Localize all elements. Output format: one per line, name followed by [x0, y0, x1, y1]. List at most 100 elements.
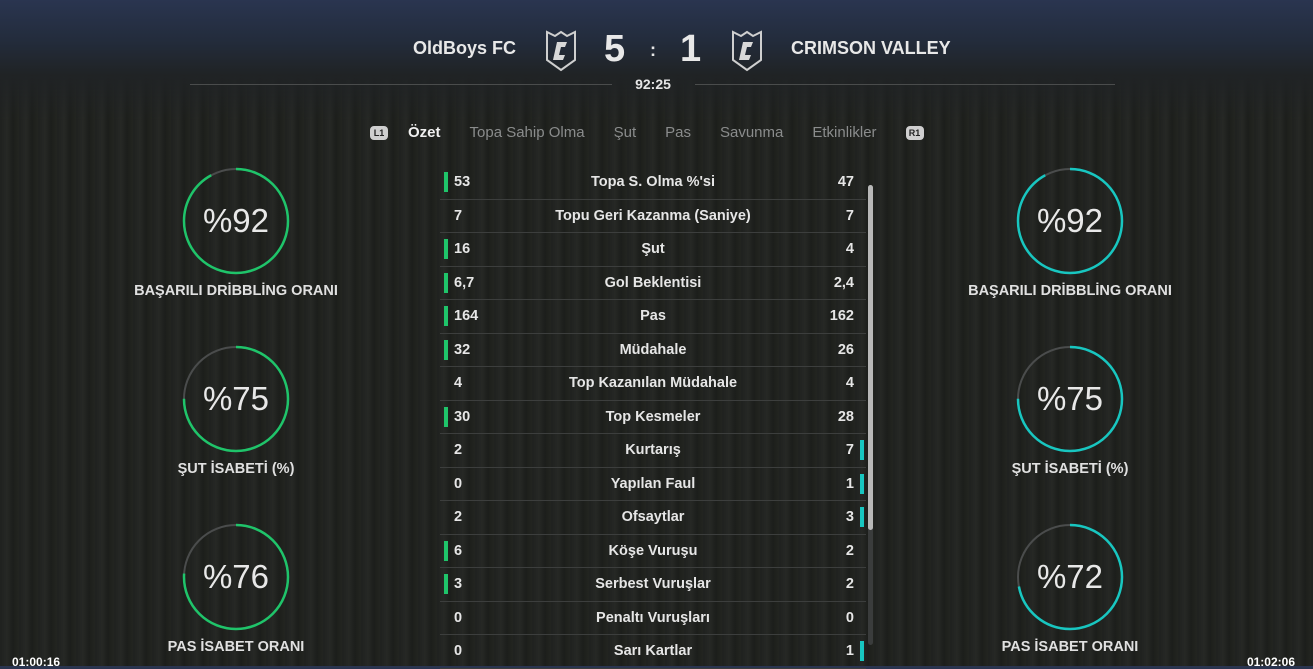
divider	[695, 84, 1115, 85]
home-value: 0	[454, 475, 463, 492]
stat-row: 32 Müdahale 26	[440, 334, 866, 367]
away-ring-fill	[1016, 523, 1124, 631]
away-ring-value: %92	[1036, 202, 1104, 239]
stat-row: 0 Yapılan Faul 1	[440, 468, 866, 501]
home-ring-value: %75	[202, 380, 270, 417]
tab-3[interactable]: Pas	[665, 124, 691, 141]
stat-label: Top Kesmeler	[605, 408, 701, 425]
away-ring-value: %75	[1036, 380, 1104, 417]
away-ring-label: BAŞARILI DRİBBLİNG ORANI	[968, 283, 1172, 299]
r1-button[interactable]: R1	[905, 125, 924, 140]
stat-row: 6,7 Gol Beklentisi 2,4	[440, 267, 866, 300]
stat-label: Pas	[640, 308, 666, 324]
away-lead-indicator	[860, 507, 864, 527]
away-ring-label: PAS İSABET ORANI	[1001, 639, 1139, 655]
stats-tabs: L1 Özet Topa Sahip Olma Şut Pas Savunma Etkin…	[370, 124, 944, 141]
away-team-crest-icon	[732, 30, 762, 72]
home-ring-label: PAS İSABET ORANI	[167, 639, 305, 655]
left-timestamp: 01:00:16	[12, 655, 61, 669]
stat-row: 164 Pas 162	[440, 300, 866, 334]
away-ring-label: ŞUT İSABETİ (%)	[1011, 461, 1129, 477]
tab-0[interactable]: Özet	[408, 124, 441, 141]
home-ring-gauge	[182, 167, 290, 275]
match-clock: 92:25	[635, 76, 671, 92]
home-value: 0	[454, 609, 463, 626]
away-value: 0	[845, 609, 854, 626]
home-value: 164	[454, 308, 479, 324]
home-ring-fill	[182, 167, 290, 275]
tab-1[interactable]: Topa Sahip Olma	[469, 124, 585, 141]
away-ring-fill	[1016, 167, 1124, 275]
stat-row: 6 Köşe Vuruşu 2	[440, 535, 866, 568]
stat-label: Serbest Vuruşlar	[595, 576, 711, 592]
home-ring-value: %92	[202, 202, 270, 239]
away-value: 1	[845, 643, 854, 659]
home-value: 3	[454, 576, 463, 592]
divider	[190, 84, 612, 85]
home-value: 6,7	[454, 274, 475, 291]
tab-4[interactable]: Savunma	[719, 124, 784, 141]
home-value: 32	[454, 341, 471, 358]
away-value: 4	[845, 375, 854, 391]
home-ring-gauge	[182, 523, 290, 631]
away-value: 2	[845, 542, 854, 559]
away-value: 47	[837, 174, 854, 190]
stat-label: Topa S. Olma %'si	[590, 174, 716, 190]
stat-row: 30 Top Kesmeler 28	[440, 401, 866, 434]
away-ring-gauge	[1016, 345, 1124, 453]
away-value: 2,4	[833, 274, 854, 291]
home-lead-indicator	[444, 339, 448, 360]
stat-row: 2 Ofsaytlar 3	[440, 501, 866, 535]
tab-5[interactable]: Etkinlikler	[812, 124, 877, 141]
away-value: 7	[845, 207, 854, 224]
away-ring-value: %72	[1036, 558, 1104, 595]
tab-2[interactable]: Şut	[613, 124, 637, 141]
stat-row: 0 Penaltı Vuruşları 0	[440, 602, 866, 635]
away-value: 2	[845, 576, 854, 592]
away-value: 3	[845, 509, 854, 525]
stat-label: Kurtarış	[625, 442, 681, 458]
stat-label: Şut	[641, 241, 665, 257]
home-ring-gauge	[182, 345, 290, 453]
stat-label: Ofsaytlar	[621, 509, 685, 525]
away-score: 1	[680, 28, 702, 70]
away-ring-fill	[1016, 345, 1124, 453]
home-value: 2	[454, 442, 463, 458]
home-lead-indicator	[444, 306, 448, 326]
home-value: 16	[454, 241, 471, 257]
away-lead-indicator	[860, 641, 864, 661]
home-lead-indicator	[444, 574, 448, 594]
home-lead-indicator	[444, 406, 448, 427]
stat-row: 53 Topa S. Olma %'si 47	[440, 166, 866, 200]
home-lead-indicator	[444, 540, 448, 561]
stat-label: Yapılan Faul	[610, 475, 696, 492]
away-value: 1	[845, 475, 854, 492]
l1-button[interactable]: L1	[370, 125, 388, 140]
away-lead-indicator	[860, 440, 864, 460]
home-lead-indicator	[444, 272, 448, 293]
stat-row: 16 Şut 4	[440, 233, 866, 267]
scrollbar-thumb[interactable]	[868, 185, 873, 530]
stat-row: 0 Sarı Kartlar 1	[440, 635, 866, 669]
stat-label: Köşe Vuruşu	[608, 542, 698, 559]
stat-label: Sarı Kartlar	[613, 643, 693, 659]
away-value: 4	[845, 241, 854, 257]
stat-row: 7 Topu Geri Kazanma (Saniye) 7	[440, 200, 866, 233]
away-ring-gauge	[1016, 167, 1124, 275]
home-ring-fill	[182, 523, 290, 631]
stat-label: Top Kazanılan Müdahale	[568, 375, 738, 391]
away-value: 28	[837, 408, 854, 425]
home-ring-label: BAŞARILI DRİBBLİNG ORANI	[134, 283, 338, 299]
stat-row: 3 Serbest Vuruşlar 2	[440, 568, 866, 602]
score-separator: :	[650, 40, 656, 60]
home-team-crest-icon	[546, 30, 576, 72]
home-score: 5	[604, 28, 626, 70]
stat-label: Topu Geri Kazanma (Saniye)	[555, 207, 751, 224]
away-value: 7	[845, 442, 854, 458]
home-value: 30	[454, 408, 471, 425]
home-team-name: OldBoys FC	[413, 38, 517, 58]
away-value: 162	[829, 308, 854, 324]
stat-label: Müdahale	[619, 341, 687, 358]
right-timestamp: 01:02:06	[1246, 655, 1295, 669]
stats-table: 53 Topa S. Olma %'si 47 7 Topu Geri Kazanma …	[440, 166, 866, 669]
